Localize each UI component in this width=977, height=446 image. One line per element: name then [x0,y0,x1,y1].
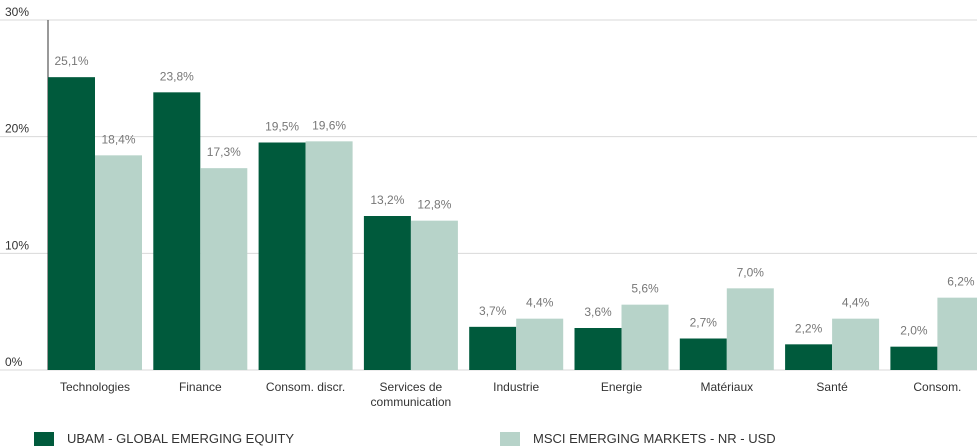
value-label: 17,3% [207,145,241,159]
value-label: 2,0% [900,324,928,338]
value-label: 2,2% [795,321,823,335]
x-tick-label: Consom. discr. [265,380,346,394]
bar [785,344,833,370]
bar [679,338,727,370]
value-label: 12,8% [417,198,451,212]
value-label: 4,4% [526,296,554,310]
value-label: 13,2% [370,193,404,207]
value-label: 19,5% [265,120,299,134]
x-tick-label: Energie [600,380,643,394]
bar [937,297,977,370]
bar [363,216,411,370]
bar [200,168,248,370]
bar [410,220,458,370]
y-tick-label: 20% [5,122,29,136]
value-label: 3,7% [479,304,507,318]
bar [258,142,306,370]
value-label: 6,2% [947,275,975,289]
x-tick-label: Services de communication [370,380,452,409]
x-tick-label: Santé [816,380,848,394]
x-tick-label: Consom. [913,380,962,394]
x-tick-label: Matériaux [700,380,754,394]
bar [832,318,880,370]
legend-swatch [500,432,520,446]
bar [305,141,353,370]
value-label: 7,0% [737,265,765,279]
legend-label: MSCI EMERGING MARKETS - NR - USD [533,431,776,446]
legend-label: UBAM - GLOBAL EMERGING EQUITY [67,431,295,446]
value-label: 25,1% [54,54,88,68]
bar [153,92,201,370]
value-label: 23,8% [160,69,194,83]
y-tick-label: 10% [5,238,29,252]
bar [574,328,622,370]
bar [726,288,774,370]
x-tick-label: Technologies [59,380,131,394]
value-label: 19,6% [312,118,346,132]
bar [516,318,564,370]
value-label: 4,4% [842,296,870,310]
bar [95,155,142,370]
bar [621,304,669,370]
bar [469,326,517,370]
value-label: 3,6% [584,305,612,319]
x-tick-label: Finance [178,380,222,394]
x-tick-label: Industrie [493,380,540,394]
legend-swatch [34,432,54,446]
bar [890,346,938,370]
value-label: 18,4% [101,132,135,146]
value-label: 2,7% [690,316,718,330]
y-tick-label: 0% [5,355,23,369]
value-label: 5,6% [631,282,659,296]
bar [48,77,95,371]
y-tick-label: 30% [5,5,29,19]
